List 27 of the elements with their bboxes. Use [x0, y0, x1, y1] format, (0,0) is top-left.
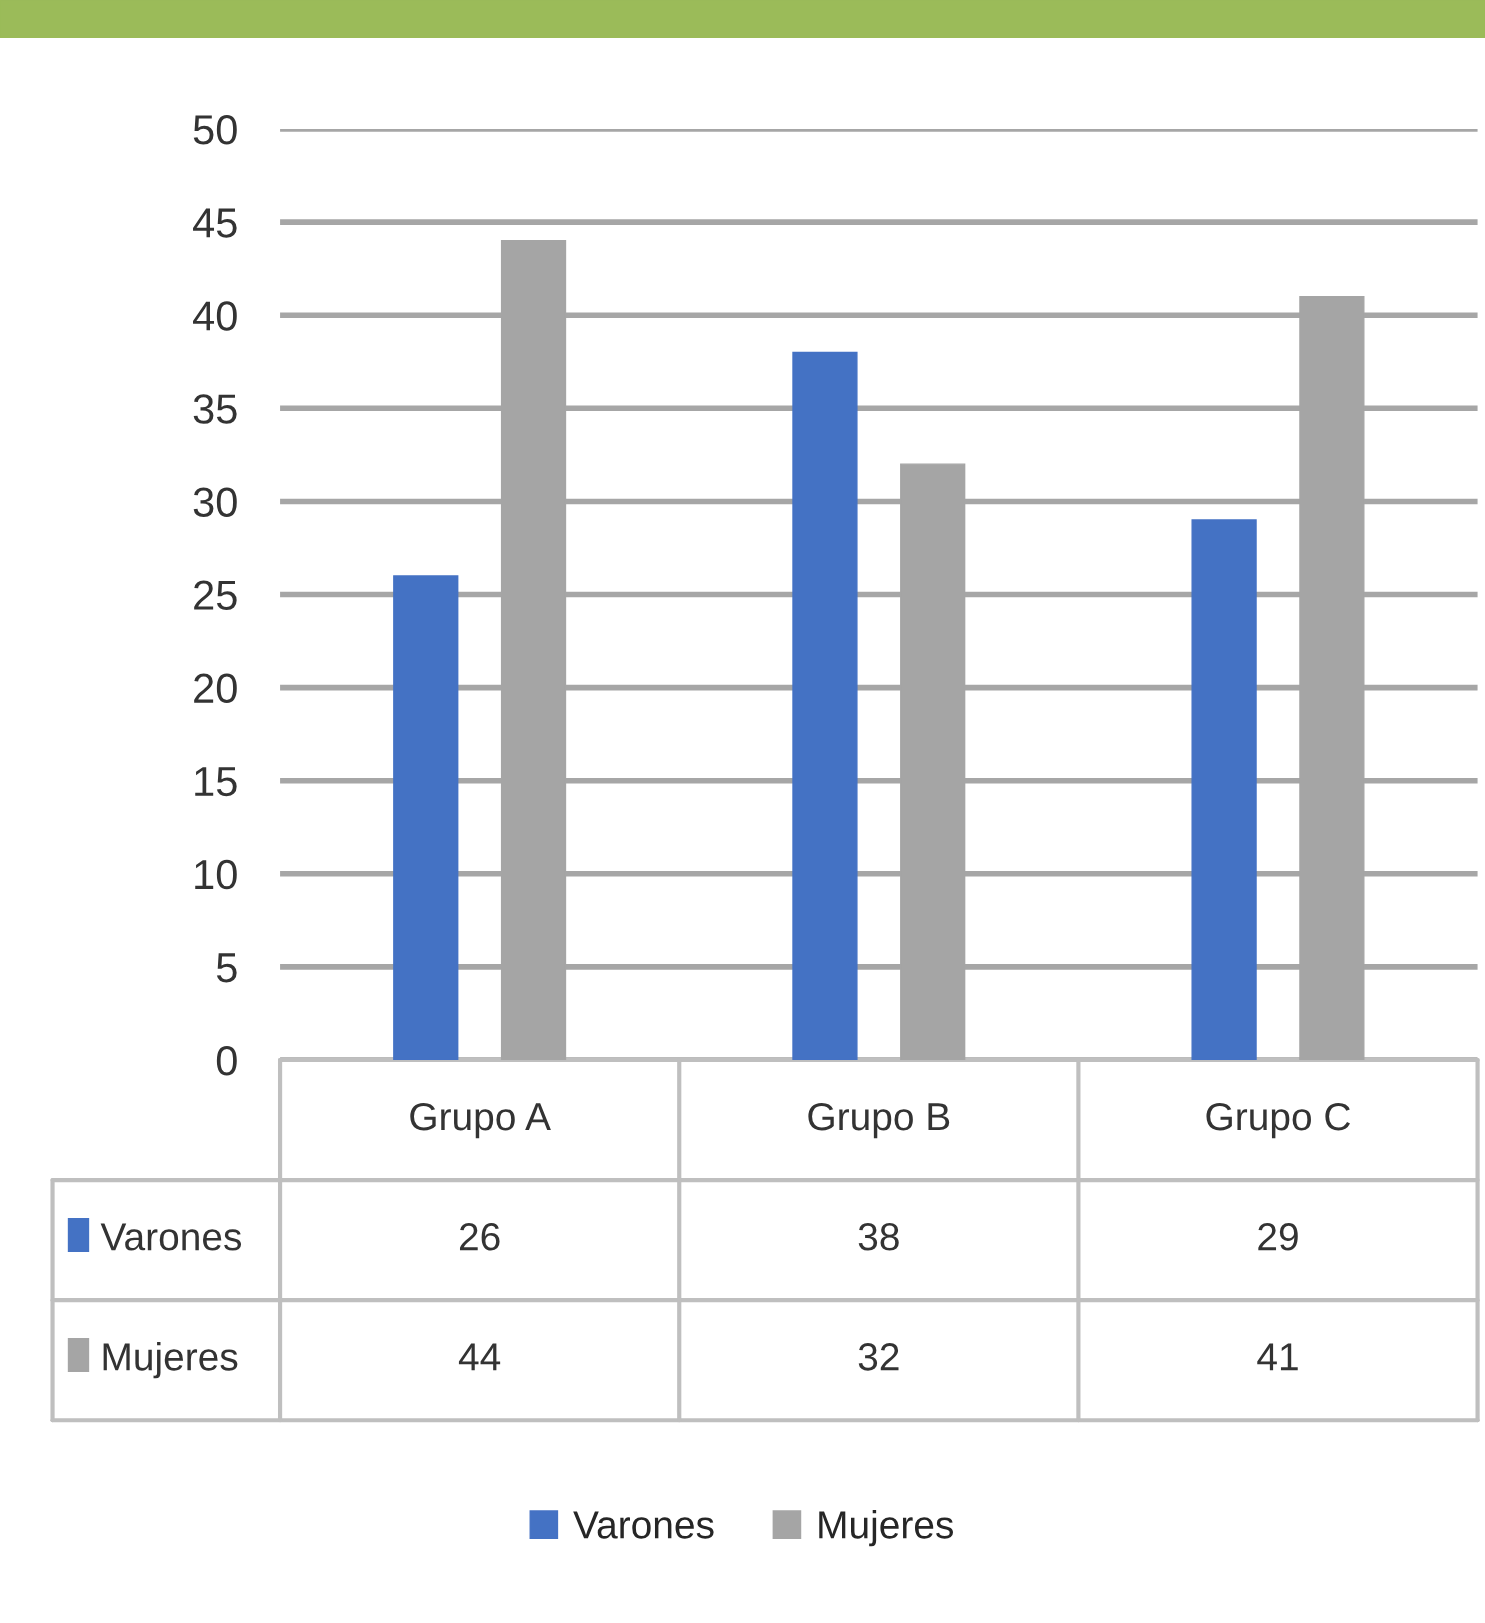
y-tick-label: 5	[216, 953, 237, 983]
data-label: 26	[459, 1223, 500, 1251]
y-tick-label: 30	[193, 487, 237, 517]
y-tick-label: 20	[194, 673, 237, 704]
data-label: 29	[1258, 1223, 1298, 1251]
bar	[792, 351, 858, 1060]
text: Varones	[573, 1511, 714, 1539]
x-tick-label: Grupo B	[808, 1102, 950, 1139]
y-tick-label: 15	[195, 767, 237, 797]
legend-label: Varones	[100, 1223, 242, 1251]
legend-label: Mujeres	[103, 1342, 238, 1379]
y-tick-label: 35	[193, 394, 237, 424]
y-tick-label: 10	[195, 859, 237, 890]
y-tick-label: 40	[193, 301, 237, 331]
y-tick-label: 25	[194, 580, 237, 611]
bar	[1191, 519, 1257, 1060]
data-label: 38	[858, 1223, 899, 1251]
y-tick-label: 0	[216, 1045, 237, 1076]
bar	[393, 575, 459, 1060]
data-label: 41	[1257, 1343, 1298, 1371]
text: Mujeres	[819, 1510, 953, 1547]
y-tick-label: 50	[193, 115, 237, 145]
data-label: 32	[858, 1343, 899, 1371]
y-tick-label: 45	[193, 208, 237, 238]
x-tick-label: Grupo C	[1206, 1102, 1350, 1139]
data-label: 44	[458, 1343, 501, 1371]
x-tick-label: Grupo A	[410, 1102, 551, 1139]
